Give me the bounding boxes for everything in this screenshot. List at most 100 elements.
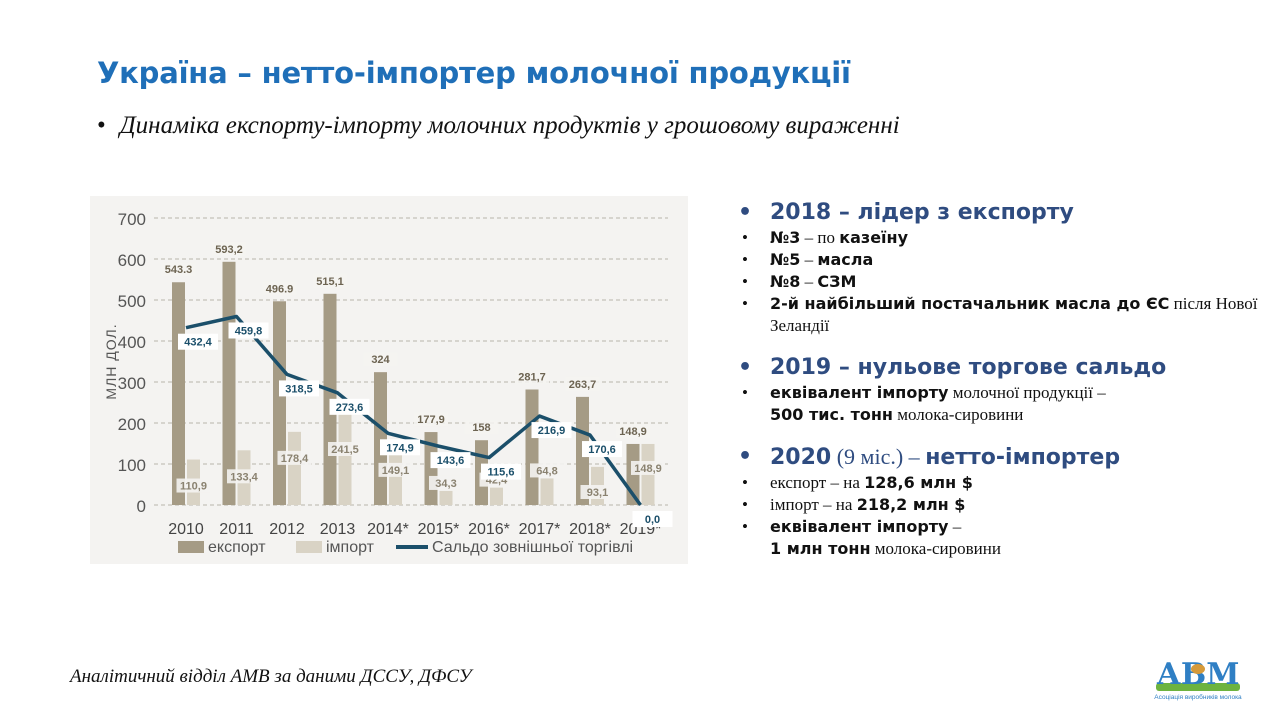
- bar-import: [439, 490, 453, 505]
- export-data-label: 515,1: [316, 276, 344, 288]
- export-label-bg: [414, 412, 448, 427]
- balance-data-label: 143,6: [437, 455, 465, 467]
- bar-export: [273, 301, 286, 505]
- bar-import: [490, 487, 503, 505]
- export-label-bg: [262, 281, 297, 296]
- section-list: еквівалент імпорту молочної продукції – 5…: [738, 382, 1258, 426]
- import-label-bg: [429, 475, 463, 490]
- balance-label-bg: [582, 441, 622, 458]
- balance-data-label: 432,4: [184, 337, 212, 349]
- bar-export: [222, 261, 236, 505]
- section-heading-text: 2018 – лідер з експорту: [770, 200, 1074, 225]
- trade-chart: 0 100 200 300 400 500 600 700 МЛН ДОЛ. 2010 2011 20…: [90, 196, 688, 564]
- balance-data-label: 318,5: [285, 383, 313, 395]
- import-data-label: 133,4: [230, 471, 258, 483]
- legend-label-balance: Сальдо зовнішньої торгівлі: [432, 539, 633, 556]
- import-label-bg: [176, 478, 211, 493]
- logo: АВМ Асоціація виробників молока: [1150, 652, 1246, 702]
- export-data-label: 593,2: [215, 244, 243, 256]
- import-label-bg: [580, 485, 615, 499]
- import-data-label: 178,4: [281, 453, 309, 465]
- section-heading: • 2020 (9 міс.) – нетто-імпортер: [738, 444, 1258, 470]
- list-item: імпорт – на 218,2 млн $: [738, 494, 1258, 516]
- import-data-label: 110,9: [180, 481, 207, 493]
- balance-data-label: 115,6: [488, 467, 515, 479]
- import-data-label: 149,1: [382, 465, 410, 477]
- emphasis-text: 218,2 млн $: [856, 495, 966, 514]
- item-text: імпорт – на: [770, 495, 857, 514]
- export-data-label: 281,7: [518, 372, 546, 384]
- import-label-bg: [530, 463, 564, 478]
- x-tick-label: 2012: [269, 521, 305, 538]
- highlights-panel: •2018 – лідер з експорту№3 – по казеїну№…: [738, 200, 1258, 560]
- import-data-label: 148,9: [634, 463, 662, 475]
- item-text: –: [800, 250, 818, 269]
- item-text: –: [948, 517, 962, 536]
- import-label-bg: [631, 460, 665, 475]
- legend-label-import: імпорт: [326, 539, 375, 556]
- export-data-label: 324: [371, 354, 390, 366]
- item-text: молочної продукції –: [948, 383, 1106, 402]
- list-item: еквівалент імпорту молочної продукції – 5…: [738, 382, 1258, 426]
- y-tick-label: 700: [118, 210, 146, 229]
- legend-swatch-export: [178, 541, 204, 553]
- emphasis-text: 1 млн тонн: [770, 539, 871, 558]
- section-heading-plain: (9 міс.) –: [831, 444, 926, 469]
- balance-data-label: 216,9: [538, 425, 566, 437]
- item-text: – по: [800, 228, 840, 247]
- export-data-label: 496.9: [266, 283, 294, 295]
- y-tick-label: 600: [118, 251, 146, 270]
- emphasis-text: №5: [770, 250, 801, 269]
- emphasis-text: еквівалент імпорту: [770, 383, 949, 402]
- export-data-label: 263,7: [569, 379, 597, 391]
- balance-label-bg: [430, 452, 471, 469]
- balance-label-bg: [531, 422, 572, 439]
- import-data-label: 64,8: [536, 465, 557, 477]
- legend-label-export: експорт: [208, 539, 266, 556]
- export-label-bg: [515, 369, 549, 384]
- logo-text: АВМ: [1157, 657, 1240, 692]
- export-label-bg: [363, 352, 398, 367]
- bar-import: [540, 478, 554, 505]
- list-item: експорт – на 128,6 млн $: [738, 472, 1258, 494]
- emphasis-text: №8: [770, 272, 801, 291]
- balance-label-bg: [380, 439, 420, 456]
- logo-caption: Асоціація виробників молока: [1154, 693, 1242, 701]
- list-item: №5 – масла: [738, 249, 1258, 271]
- bullet-icon: •: [738, 200, 753, 225]
- emphasis-text: 128,6 млн $: [864, 473, 973, 492]
- emphasis-text: 2-й найбільший постачальник масла до ЄС: [770, 294, 1170, 313]
- y-tick-label: 400: [118, 333, 146, 352]
- balance-label-bg: [279, 380, 319, 397]
- import-data-label: 93,1: [587, 487, 608, 499]
- import-data-label: 241,5: [331, 444, 359, 456]
- bar-export: [525, 389, 539, 505]
- x-tick-label: 2015*: [418, 521, 460, 538]
- balance-data-label: 0,0: [645, 514, 660, 526]
- section-list: експорт – на 128,6 млн $імпорт – на 218,…: [738, 472, 1258, 560]
- export-data-label: 158: [472, 422, 490, 434]
- balance-label-bg: [632, 511, 673, 527]
- section-heading-tail: нетто-імпортер: [925, 445, 1121, 470]
- x-tick-label: 2017*: [519, 521, 561, 538]
- bullet-icon: •: [738, 355, 753, 380]
- emphasis-text: СЗМ: [817, 272, 857, 291]
- x-tick-label: 2018*: [569, 521, 611, 538]
- y-tick-label: 500: [118, 292, 146, 311]
- item-text: –: [800, 272, 818, 291]
- bar-import: [288, 431, 301, 505]
- balance-label-bg: [228, 322, 269, 339]
- balance-data-label: 170,6: [588, 444, 616, 456]
- item-text: експорт – на: [770, 473, 865, 492]
- section-heading: • 2019 – нульове торгове сальдо: [738, 355, 1258, 380]
- export-label-bg: [464, 420, 499, 435]
- source-note: Аналітичний відділ АМВ за даними ДССУ, Д…: [70, 666, 472, 687]
- list-item: 2-й найбільший постачальник масла до ЄС …: [738, 293, 1258, 337]
- chart-svg: 0 100 200 300 400 500 600 700 МЛН ДОЛ. 2010 2011 20…: [103, 210, 673, 556]
- import-label-bg: [328, 442, 362, 456]
- section-list: №3 – по казеїну№5 – масла№8 – СЗМ2-й най…: [738, 227, 1258, 337]
- section-heading-text: 2019 – нульове торгове сальдо: [770, 355, 1167, 380]
- emphasis-text: масла: [817, 250, 874, 269]
- balance-label-bg: [329, 398, 370, 415]
- export-label-bg: [565, 376, 600, 391]
